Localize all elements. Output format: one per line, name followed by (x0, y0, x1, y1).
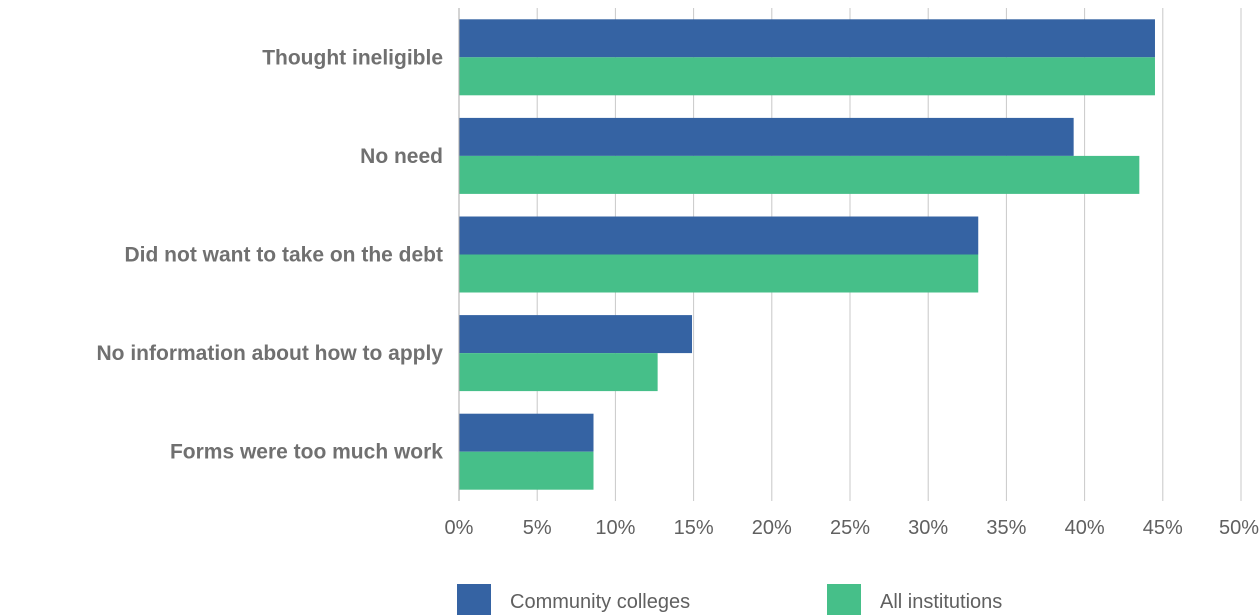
x-tick-label: 25% (830, 517, 870, 539)
legend-swatch (827, 584, 861, 615)
x-tick-label: 50% (1219, 517, 1259, 539)
legend-label: All institutions (880, 591, 1002, 613)
bars (459, 19, 1155, 490)
category-labels: Thought ineligible No need Did not want to… (97, 46, 444, 463)
x-tick-label: 15% (674, 517, 714, 539)
bar-all-institutions (459, 155, 1140, 194)
bar-all-institutions (459, 451, 594, 490)
x-tick-label: 45% (1143, 517, 1183, 539)
bar-community-colleges (459, 117, 1074, 156)
x-tick-label: 35% (986, 517, 1026, 539)
x-tick-label: 20% (752, 517, 792, 539)
x-tick-label: 0% (445, 517, 474, 539)
bar-all-institutions (459, 57, 1155, 96)
category-label: Thought ineligible (262, 46, 443, 69)
bar-community-colleges (459, 315, 693, 354)
legend-swatch (457, 584, 491, 615)
bar-community-colleges (459, 216, 979, 255)
x-tick-label: 30% (908, 517, 948, 539)
category-label: Did not want to take on the debt (125, 244, 444, 267)
bar-all-institutions (459, 254, 979, 293)
category-label: Forms were too much work (170, 441, 443, 464)
legend-label: Community colleges (510, 591, 690, 613)
bar-community-colleges (459, 19, 1155, 58)
x-tick-label: 5% (523, 517, 552, 539)
category-label: No information about how to apply (97, 342, 444, 365)
x-tick-label: 40% (1065, 517, 1105, 539)
x-tick-labels: 0% 5% 10% 15% 20% 25% 30% 35% 40% 45% 50% (445, 517, 1259, 539)
bar-all-institutions (459, 353, 658, 392)
category-label: No need (360, 145, 443, 168)
x-tick-label: 10% (595, 517, 635, 539)
bar-community-colleges (459, 413, 594, 452)
legend: Community colleges All institutions (457, 584, 1002, 615)
